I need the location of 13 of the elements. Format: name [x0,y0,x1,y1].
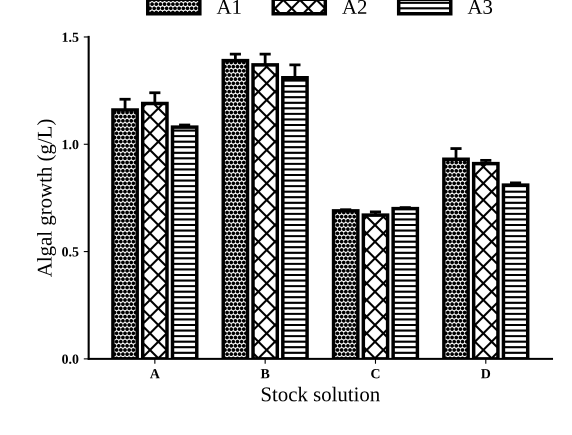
legend-label: A3 [468,0,492,14]
y-tick-label: 1.5 [62,32,78,42]
x-tick-label: C [371,369,380,378]
x-axis-title: Stock solution [262,386,380,402]
x-tick-label: B [260,369,270,378]
x-tick-label: A [150,369,160,378]
y-tick-label: 0.5 [62,247,78,257]
x-tick-label: D [481,369,490,378]
legend-label: A1 [216,0,241,14]
y-tick-label: 0.0 [62,354,78,364]
legend-label: A2 [342,0,366,14]
y-tick-label: 1.0 [62,140,78,150]
y-axis-title: Algal growth (g/L) [37,120,56,277]
